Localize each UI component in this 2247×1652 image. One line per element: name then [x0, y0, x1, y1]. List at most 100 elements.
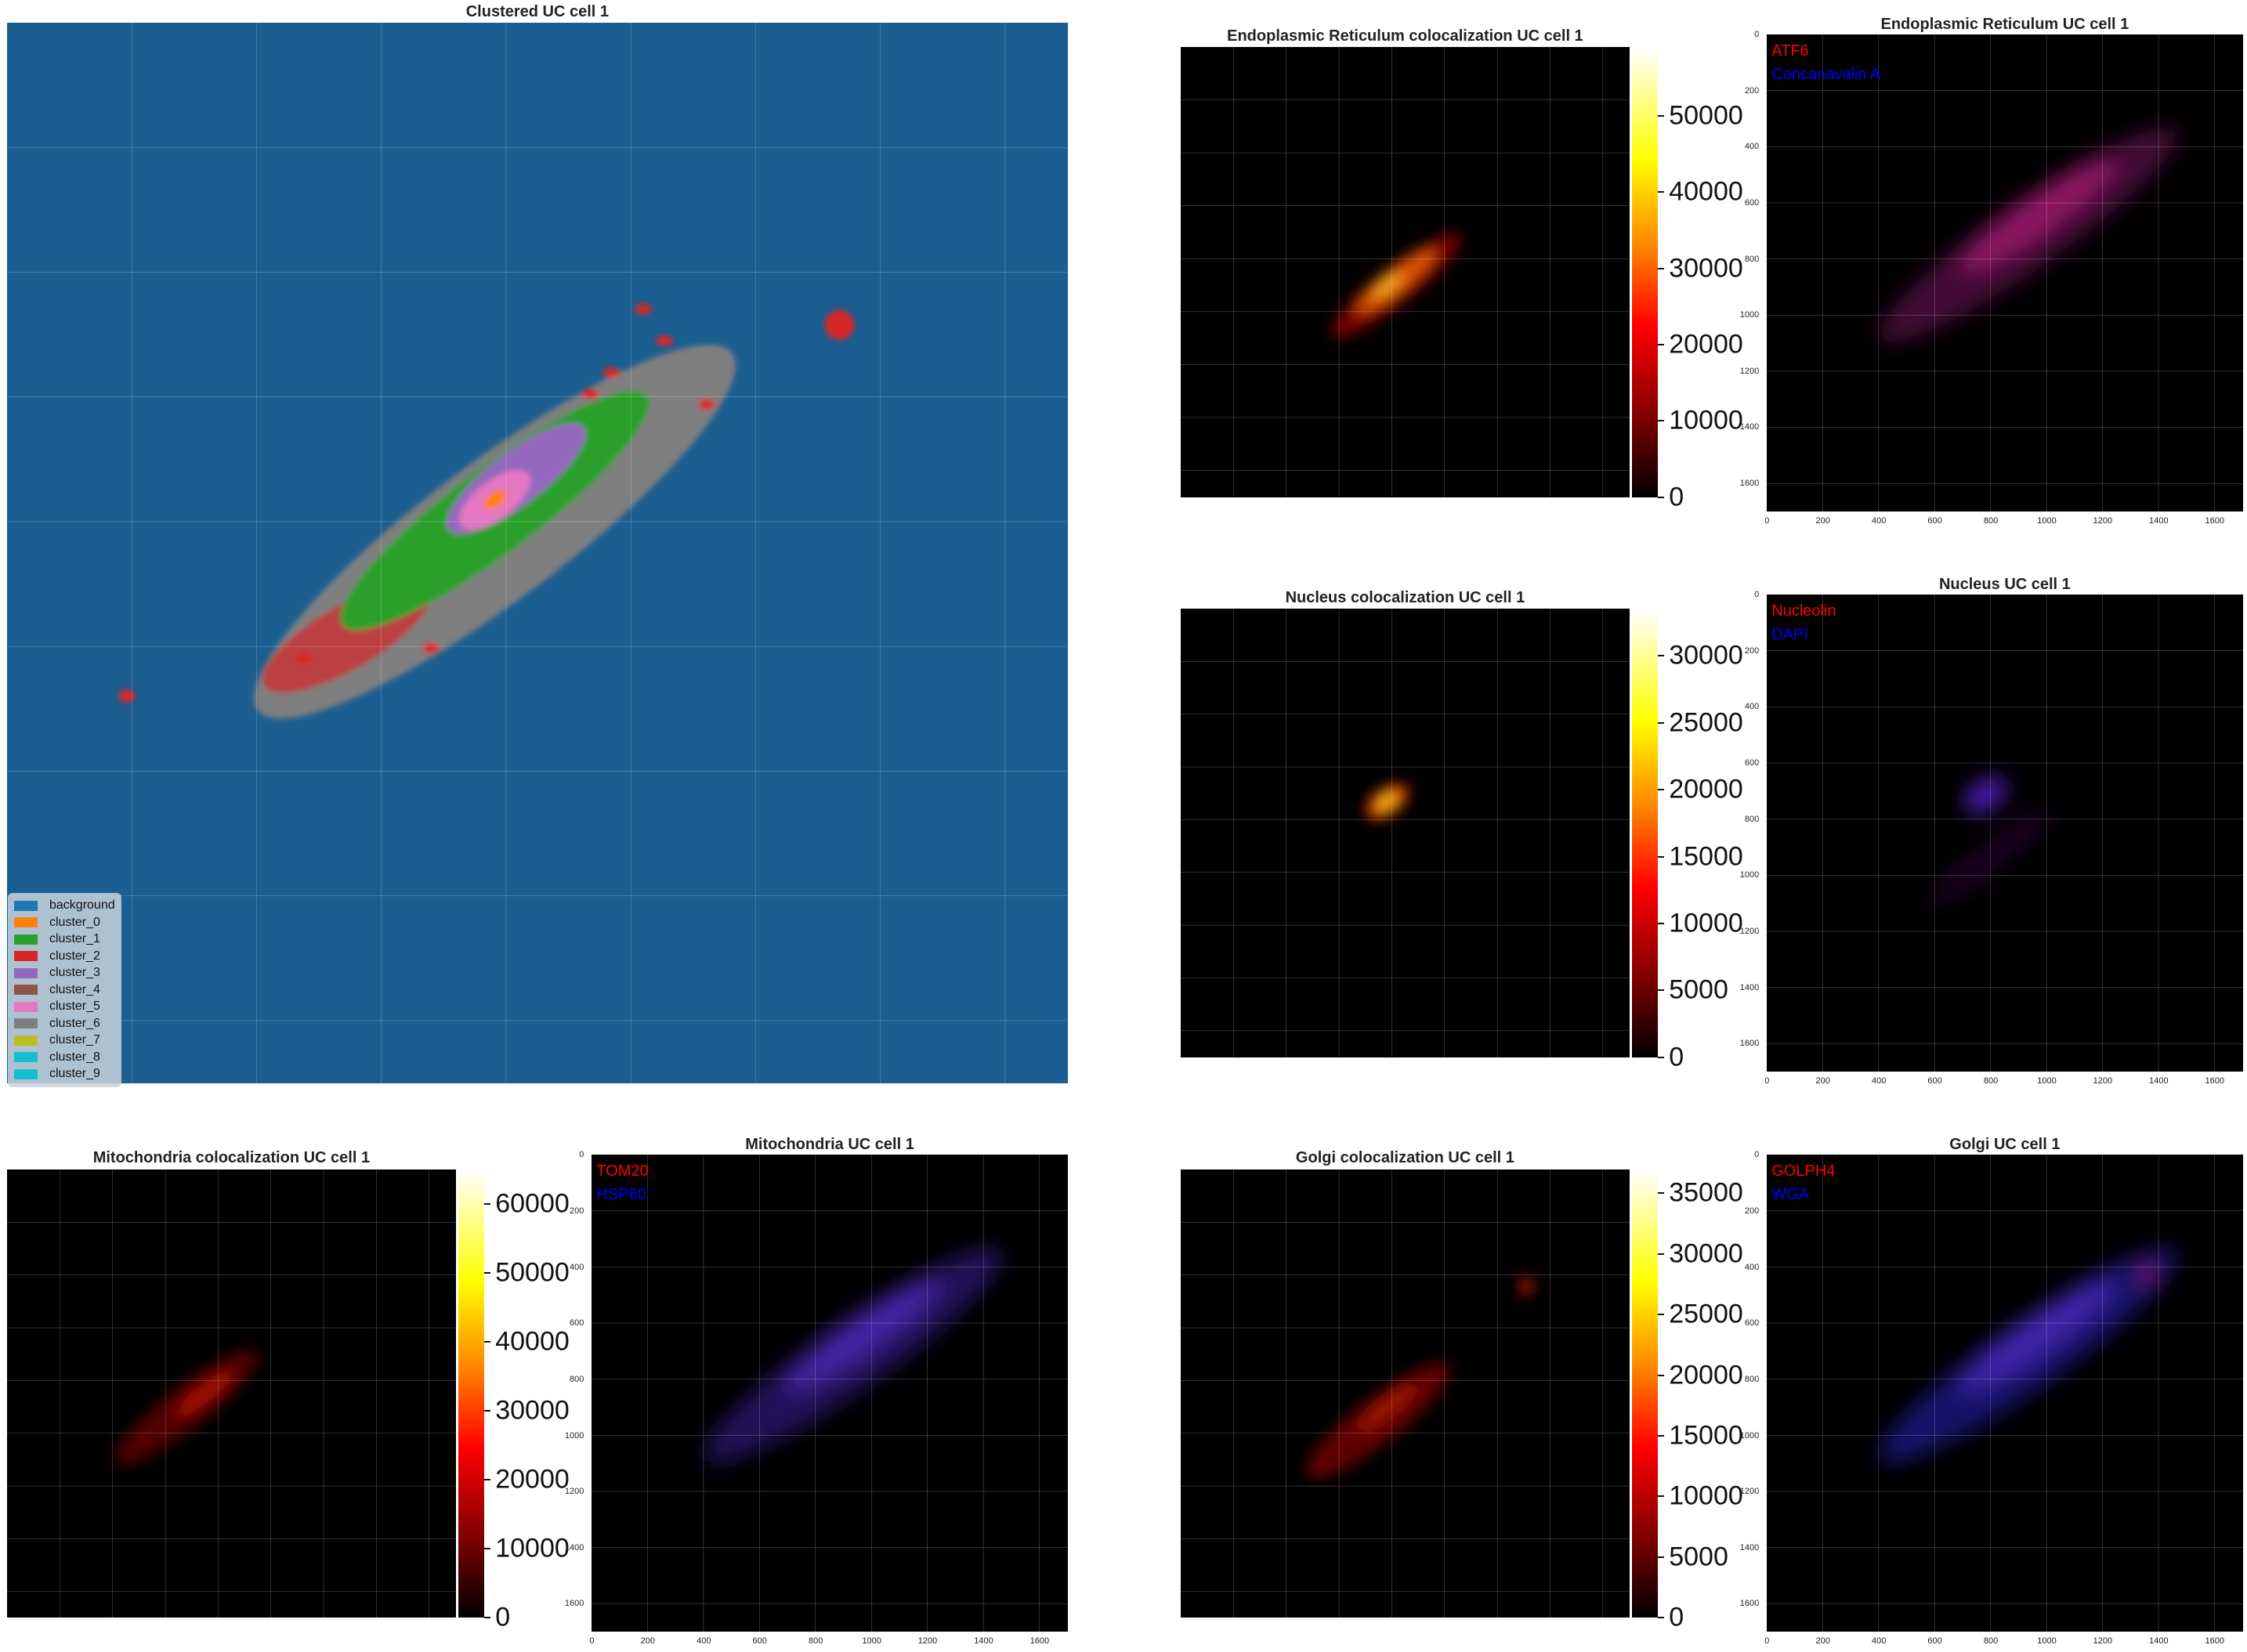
x-tick-label: 1600: [2205, 1636, 2225, 1647]
plot-area: [7, 23, 1068, 1083]
image-signal: [114, 1349, 259, 1465]
legend-entry: cluster_7: [14, 1032, 115, 1050]
grid-lines: [1767, 1155, 2242, 1632]
channel-label: ATF6: [1771, 42, 1809, 60]
x-tick-label: 0: [1764, 1636, 1770, 1647]
legend-label: cluster_0: [49, 915, 100, 929]
channel-label: GOLPH4: [1771, 1162, 1836, 1180]
legend-entry: cluster_2: [14, 948, 115, 965]
y-tick-label: 800: [1744, 814, 1760, 824]
colorbar-tick-label: 30000: [1669, 253, 1743, 284]
colorbar-tick-label: 20000: [1669, 774, 1743, 804]
legend-entry: cluster_9: [14, 1066, 115, 1083]
y-tick-label: 1600: [1739, 1599, 1760, 1609]
cluster-2-fragment: [581, 389, 599, 399]
y-tick-label: 600: [1744, 197, 1760, 208]
colorbar-tick-label: 20000: [495, 1464, 570, 1495]
x-tick-label: 1400: [2149, 515, 2169, 526]
channel-label: TOM20: [596, 1162, 649, 1180]
colorbar-tick-mark: [1658, 721, 1665, 724]
y-tick-label: 1200: [564, 1487, 584, 1497]
legend-swatch: [14, 934, 38, 945]
legend-label: cluster_4: [49, 982, 100, 996]
y-tick-label: 1000: [1739, 1430, 1760, 1441]
y-tick-label: 1000: [1739, 310, 1760, 320]
signal-core: [784, 1279, 942, 1394]
colorbar-tick-label: 50000: [1669, 100, 1743, 131]
y-tick-label: 1200: [1739, 1487, 1760, 1497]
x-tick-label: 600: [1927, 515, 1942, 526]
colorbar-tick-label: 25000: [1669, 707, 1743, 738]
chart-title: Golgi UC cell 1: [1949, 1136, 2061, 1154]
image-signal: [1879, 127, 2178, 342]
signal-group: [704, 1247, 1003, 1463]
plot-area: [1767, 595, 2243, 1072]
legend-swatch: [14, 1018, 38, 1029]
colorbar: [1632, 1169, 1659, 1618]
legend-label: cluster_1: [49, 932, 100, 946]
legend-swatch: [14, 1068, 38, 1079]
signal-group: [118, 303, 855, 719]
plot-area: [1181, 1169, 1630, 1618]
image-signal: [1879, 1247, 2178, 1463]
y-tick-label: 1200: [1739, 927, 1760, 936]
x-tick-label: 600: [1927, 1076, 1942, 1086]
y-tick-label: 0: [579, 1150, 584, 1160]
colorbar-tick-mark: [1658, 789, 1665, 791]
cell-body: [1930, 808, 2052, 906]
colorbar-tick-mark: [1658, 922, 1665, 924]
colorbar-tick-label: 35000: [1669, 1177, 1743, 1208]
legend-entry: cluster_6: [14, 1015, 115, 1032]
colorbar-tick-label: 10000: [1669, 405, 1743, 436]
y-tick-label: 800: [570, 1374, 584, 1384]
grid-lines: [1181, 47, 1630, 497]
signal-group: [114, 1349, 259, 1465]
x-tick-label: 1600: [1029, 1636, 1050, 1647]
image-signal: [1930, 776, 2052, 906]
signal-group: [1930, 776, 2052, 906]
signal-peak: [1372, 273, 1402, 298]
x-tick-label: 200: [1815, 1636, 1830, 1647]
legend-label: cluster_9: [49, 1067, 100, 1081]
colorbar-tick-mark: [1658, 1434, 1665, 1437]
signal-core: [1959, 1279, 2117, 1394]
colorbar-tick-label: 10000: [1669, 1480, 1743, 1511]
legend-label: background: [49, 898, 115, 913]
y-tick-label: 1400: [1739, 1542, 1760, 1553]
colorbar: [1632, 609, 1659, 1057]
y-tick-label: 1400: [1739, 982, 1760, 992]
y-tick-label: 400: [1744, 1262, 1760, 1272]
colorbar-tick-mark: [1658, 114, 1665, 117]
x-tick-label: 400: [1871, 1076, 1887, 1086]
colorbar-tick-mark: [484, 1547, 491, 1549]
colorbar-tick-mark: [1658, 989, 1665, 992]
colorbar-tick-mark: [1658, 1374, 1665, 1376]
channel-label: WGA: [1771, 1186, 1810, 1204]
y-tick-label: 1600: [1739, 479, 1760, 489]
y-tick-label: 800: [1744, 254, 1760, 264]
channel-label: DAPI: [1771, 626, 1808, 644]
y-tick-label: 200: [1744, 85, 1760, 96]
colorbar-tick-mark: [1658, 496, 1665, 498]
signal-spot: [2141, 1264, 2154, 1284]
x-tick-label: 1200: [2093, 1636, 2113, 1647]
legend-swatch: [14, 917, 38, 928]
x-tick-label: 800: [1983, 515, 1999, 526]
channel-label: Concanavalin A: [1771, 65, 1881, 83]
x-tick-label: 1000: [2037, 515, 2057, 526]
colorbar-tick-label: 30000: [1669, 640, 1743, 671]
colorbar-tick-mark: [1658, 267, 1665, 269]
channel-label: HSP60: [596, 1186, 646, 1204]
chart-title: Clustered UC cell 1: [465, 2, 610, 20]
image-signal: [704, 1247, 1003, 1463]
x-tick-label: 1000: [2037, 1636, 2057, 1647]
y-tick-label: 1600: [1739, 1039, 1760, 1049]
grid-lines: [592, 1155, 1067, 1632]
cluster-2-fragment: [295, 653, 313, 665]
chart-title: Nucleus colocalization UC cell 1: [1285, 588, 1525, 606]
colorbar: [1632, 47, 1659, 497]
colorbar-tick-label: 0: [1669, 1042, 1684, 1072]
y-tick-label: 400: [1744, 142, 1760, 152]
cluster-2-spot: [118, 689, 136, 703]
colorbar-tick-mark: [1658, 1617, 1665, 1619]
